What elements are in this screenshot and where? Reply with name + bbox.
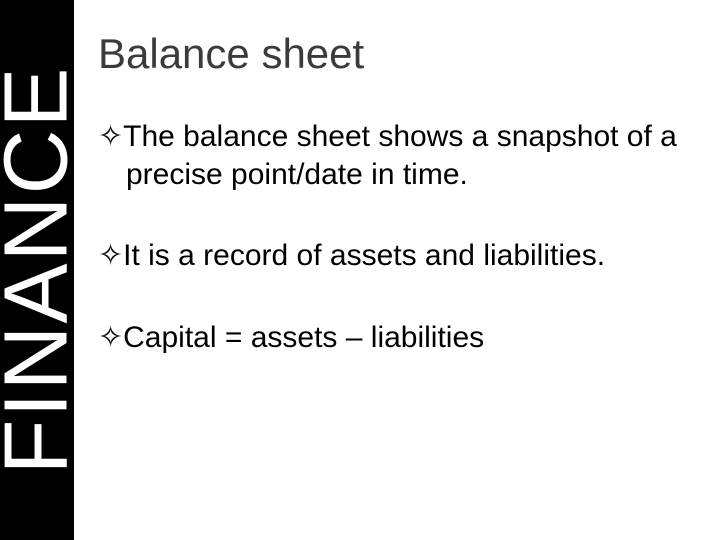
bullet-text: It is a record of assets and liabilities… [123, 239, 605, 272]
slide-title: Balance sheet [98, 30, 690, 78]
bullet-glyph-icon: ✧ [98, 239, 123, 272]
sidebar: FINANCE [0, 0, 74, 540]
bullet-glyph-icon: ✧ [98, 120, 123, 153]
bullet-glyph-icon: ✧ [98, 321, 123, 354]
bullet-item: ✧Capital = assets – liabilities [98, 319, 690, 357]
bullet-text: The balance sheet shows a snapshot of a … [123, 120, 677, 191]
slide-content: Balance sheet ✧The balance sheet shows a… [74, 0, 720, 540]
bullet-item: ✧The balance sheet shows a snapshot of a… [98, 118, 690, 193]
bullet-text: Capital = assets – liabilities [123, 321, 484, 354]
bullet-item: ✧It is a record of assets and liabilitie… [98, 237, 690, 275]
